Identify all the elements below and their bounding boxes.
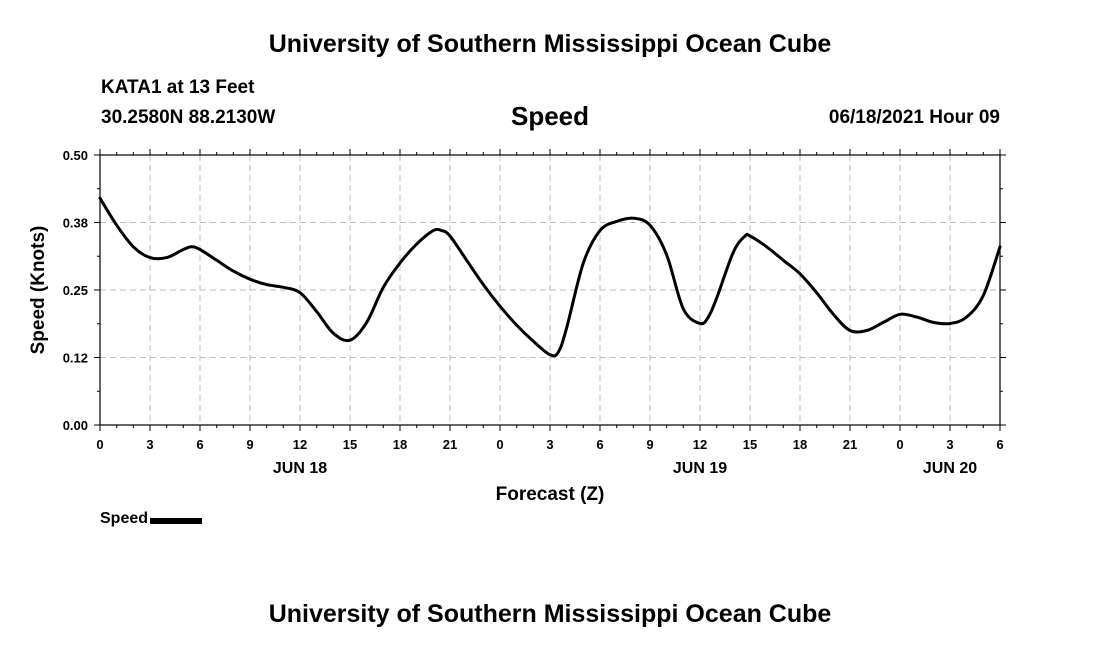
x-tick-label: 21 [443,437,457,452]
x-tick-label: 15 [743,437,757,452]
date-label: JUN 18 [273,460,327,477]
x-tick-label: 18 [793,437,807,452]
legend: Speed [100,510,203,528]
header-title: University of Southern Mississippi Ocean… [268,30,832,58]
station-coordinates: 30.2580N 88.2130W [101,107,276,128]
x-tick-label: 6 [596,437,603,452]
x-tick-label: 3 [146,437,153,452]
x-tick-label: 9 [646,437,653,452]
legend-line-swatch [150,517,203,524]
x-tick-label: 6 [196,437,203,452]
plot-frame [99,154,1001,426]
axis-labels: 0.00 0.12 0.25 0.38 0.50 0 3 6 9 12 15 18 21 0 3 6 9 12 15… [63,148,1004,477]
x-tick-label: 21 [843,437,857,452]
y-tick-label: 0.12 [63,351,88,366]
x-tick-label: 15 [343,437,357,452]
x-tick-label: 0 [96,437,103,452]
y-tick-label: 0.25 [63,283,88,298]
x-tick-label: 18 [393,437,407,452]
y-axis-title: Speed (Knots) [28,226,49,355]
station-label: KATA1 at 13 Feet [101,77,255,98]
legend-label: Speed [100,510,149,527]
x-axis-title: Forecast (Z) [496,484,605,505]
footer-title: University of Southern Mississippi Ocean… [268,600,832,628]
x-tick-label: 12 [293,437,307,452]
chart-title: Speed [510,101,590,131]
speed-series-line [98,196,1002,358]
x-tick-label: 0 [896,437,903,452]
date-label: JUN 19 [673,460,727,477]
x-tick-label: 3 [946,437,953,452]
x-tick-label: 6 [996,437,1003,452]
grid-lines [100,155,1000,425]
x-tick-label: 3 [546,437,553,452]
forecast-date-time: 06/18/2021 Hour 09 [828,107,1000,128]
y-tick-label: 0.50 [63,148,88,163]
y-tick-label: 0.00 [63,418,88,433]
x-tick-label: 0 [496,437,503,452]
y-tick-label: 0.38 [63,216,88,231]
x-tick-label: 12 [693,437,707,452]
date-label: JUN 20 [923,460,977,477]
x-tick-label: 9 [246,437,253,452]
